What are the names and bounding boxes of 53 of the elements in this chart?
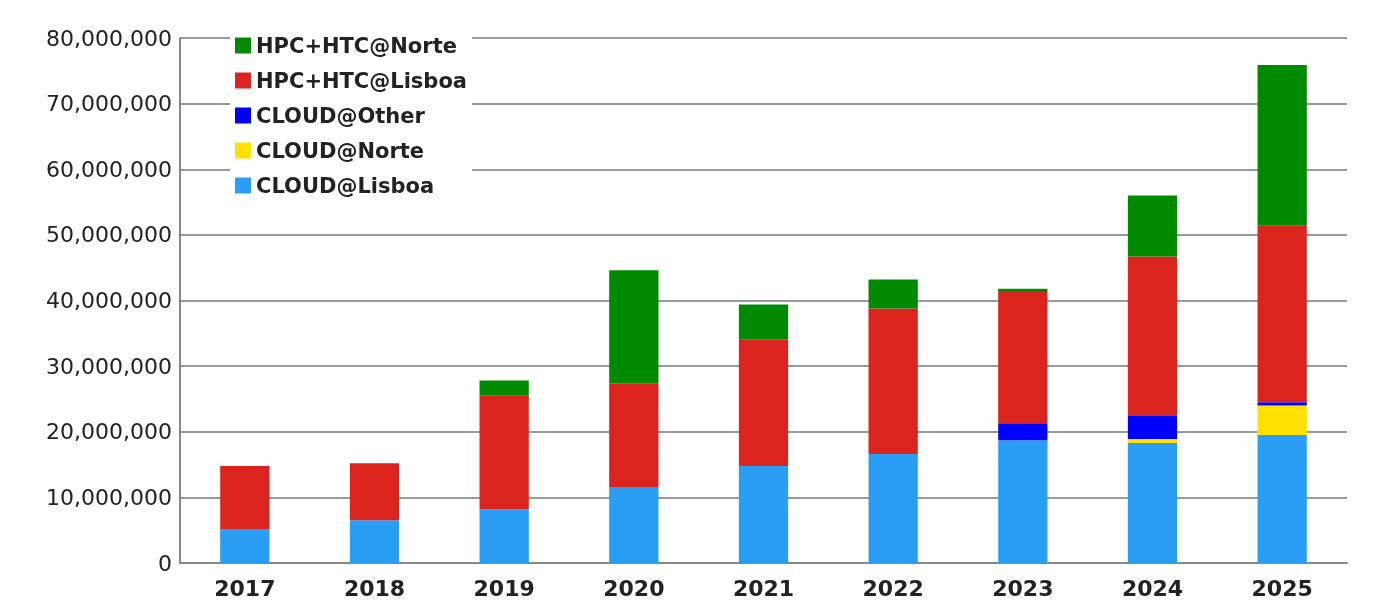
bar <box>1127 256 1178 416</box>
bar <box>738 304 789 340</box>
bar <box>1127 442 1178 563</box>
bar <box>1257 435 1307 563</box>
bar <box>479 395 529 510</box>
y-tick-label: 20,000,000 <box>46 419 172 445</box>
bar <box>1257 225 1307 403</box>
x-tick-label: 2022 <box>862 575 924 601</box>
bar <box>998 423 1048 441</box>
x-tick-label: 2025 <box>1251 575 1313 601</box>
legend-label: HPC+HTC@Norte <box>256 33 457 58</box>
bar <box>738 339 789 466</box>
bar <box>479 380 529 396</box>
legend-label: CLOUD@Norte <box>256 138 425 163</box>
y-tick-label: 80,000,000 <box>46 25 172 51</box>
x-tick-label: 2024 <box>1121 575 1184 601</box>
bar <box>738 465 789 563</box>
bar <box>998 288 1048 292</box>
bar <box>1127 416 1178 439</box>
bar <box>868 454 918 563</box>
bar <box>1257 405 1307 436</box>
bar <box>868 308 918 455</box>
bar <box>609 383 659 487</box>
x-tick-label: 2023 <box>992 575 1054 601</box>
y-tick-label: 10,000,000 <box>46 484 172 510</box>
bar <box>1257 402 1307 406</box>
bar <box>349 520 400 563</box>
x-tick-label: 2019 <box>473 575 535 601</box>
bar <box>1127 438 1178 443</box>
bar <box>1257 64 1307 226</box>
bar <box>868 279 918 309</box>
y-tick-label: 30,000,000 <box>46 353 172 379</box>
bar <box>609 270 659 384</box>
x-tick-label: 2018 <box>343 575 406 601</box>
bar <box>349 463 400 521</box>
legend-label: CLOUD@Other <box>256 103 426 128</box>
bar <box>1127 195 1178 257</box>
bar <box>998 440 1048 563</box>
legend-label: HPC+HTC@Lisboa <box>256 68 467 93</box>
y-tick-label: 40,000,000 <box>46 288 172 313</box>
y-tick-label: 0 <box>158 550 172 576</box>
bar <box>220 528 270 563</box>
legend-label: CLOUD@Lisboa <box>256 173 435 198</box>
bar <box>479 509 529 563</box>
x-tick-label: 2020 <box>603 575 665 601</box>
bar <box>998 291 1048 424</box>
x-tick-label: 2017 <box>214 575 276 601</box>
bar <box>609 486 659 563</box>
bar <box>220 465 270 529</box>
y-tick-label: 60,000,000 <box>46 156 172 182</box>
x-tick-label: 2021 <box>732 575 795 601</box>
y-tick-label: 70,000,000 <box>46 91 172 117</box>
y-tick-label: 50,000,000 <box>46 222 172 248</box>
